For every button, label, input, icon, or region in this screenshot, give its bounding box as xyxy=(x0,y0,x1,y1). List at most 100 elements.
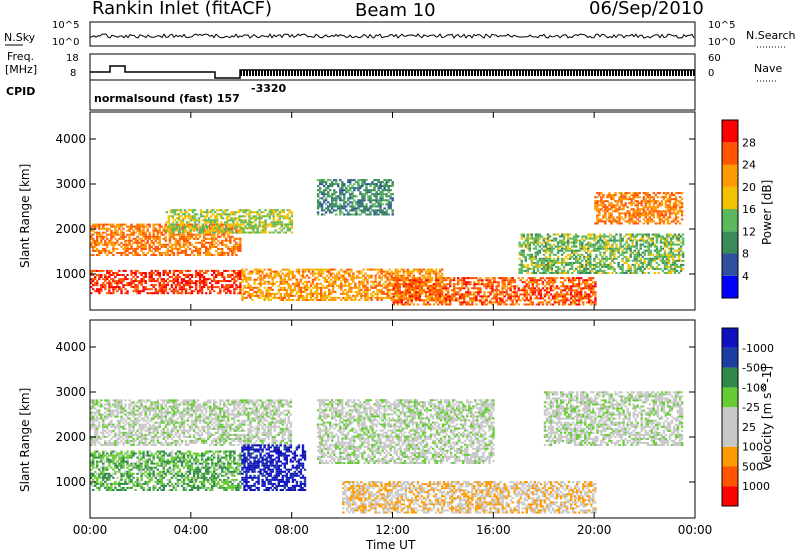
data-cell xyxy=(218,227,221,230)
data-cell xyxy=(154,245,157,248)
data-cell xyxy=(520,235,523,238)
data-cell xyxy=(205,237,208,240)
data-cell xyxy=(104,278,107,281)
data-cell xyxy=(385,193,388,196)
data-cell xyxy=(213,286,216,289)
data-cell xyxy=(519,299,522,302)
data-cell xyxy=(132,225,135,228)
data-cell xyxy=(274,209,277,212)
data-cell xyxy=(295,268,299,271)
data-cell xyxy=(469,303,472,306)
data-cell xyxy=(330,296,333,299)
data-cell xyxy=(227,247,230,250)
data-cell xyxy=(267,280,270,283)
data-cell xyxy=(571,245,574,248)
data-cell xyxy=(116,282,119,285)
data-cell xyxy=(501,287,504,290)
data-cell xyxy=(667,269,671,272)
data-cell xyxy=(595,263,598,266)
data-cell xyxy=(528,243,531,246)
data-cell xyxy=(192,249,196,252)
data-cell xyxy=(191,227,195,230)
data-cell xyxy=(569,255,572,258)
data-cell xyxy=(414,297,418,300)
data-cell xyxy=(665,261,669,264)
data-cell xyxy=(188,235,192,238)
data-cell xyxy=(529,301,532,304)
data-cell xyxy=(201,229,205,232)
data-cell xyxy=(120,241,123,244)
data-cell xyxy=(289,299,293,301)
data-cell xyxy=(256,225,259,228)
data-cell xyxy=(582,279,585,282)
data-cell xyxy=(575,233,578,236)
data-cell xyxy=(158,282,161,285)
data-cell xyxy=(621,237,624,240)
data-cell xyxy=(242,227,245,230)
data-cell xyxy=(176,243,180,246)
data-cell xyxy=(493,293,496,296)
data-cell xyxy=(239,245,242,248)
data-cell xyxy=(574,301,577,304)
data-cell xyxy=(597,235,600,238)
data-cell xyxy=(134,249,137,252)
data-cell xyxy=(579,253,582,256)
data-cell xyxy=(449,295,452,298)
data-cell xyxy=(288,209,291,212)
data-cell xyxy=(190,243,194,246)
data-cell xyxy=(198,278,202,281)
data-cell xyxy=(481,283,484,286)
data-cell xyxy=(351,195,354,198)
data-cell xyxy=(90,237,93,240)
data-cell xyxy=(605,255,608,258)
data-cell xyxy=(280,223,283,226)
data-cell xyxy=(659,259,663,262)
data-cell xyxy=(404,277,407,280)
data-cell xyxy=(378,270,381,273)
data-cell xyxy=(522,255,525,258)
data-cell xyxy=(150,272,153,274)
data-cell xyxy=(373,213,376,216)
data-cell xyxy=(530,233,533,236)
data-cell xyxy=(224,223,227,226)
data-cell xyxy=(348,290,351,293)
data-cell xyxy=(635,259,638,262)
data-cell xyxy=(549,289,553,292)
data-cell xyxy=(635,261,638,264)
data-cell xyxy=(167,217,170,220)
data-cell xyxy=(573,251,576,254)
data-cell xyxy=(589,237,592,240)
data-cell xyxy=(585,243,588,246)
data-cell xyxy=(511,303,514,306)
data-cell xyxy=(220,215,223,218)
data-cell xyxy=(168,254,172,256)
data-cell xyxy=(164,231,167,234)
data-cell xyxy=(603,269,606,272)
data-cell xyxy=(556,259,560,262)
data-cell xyxy=(262,215,265,218)
data-cell xyxy=(124,235,127,238)
data-cell xyxy=(166,254,169,256)
data-cell xyxy=(613,269,616,272)
data-cell xyxy=(217,282,220,285)
cpid-text: normalsound (fast) 157 xyxy=(94,92,240,105)
data-cell xyxy=(410,287,414,290)
data-cell xyxy=(539,279,543,282)
data-cell xyxy=(420,274,424,277)
data-cell xyxy=(108,290,111,293)
data-cell xyxy=(377,203,380,206)
data-cell xyxy=(394,294,397,297)
data-cell xyxy=(258,217,261,220)
data-cell xyxy=(120,282,123,285)
data-cell xyxy=(442,301,446,304)
data-cell xyxy=(479,301,482,304)
data-cell xyxy=(305,292,309,295)
data-cell xyxy=(182,278,186,281)
data-cell xyxy=(90,225,93,228)
data-cell xyxy=(90,254,93,256)
data-cell xyxy=(633,265,636,268)
data-cell xyxy=(370,299,373,301)
data-cell xyxy=(586,283,589,286)
data-cell xyxy=(92,245,95,248)
data-cell xyxy=(432,270,436,273)
